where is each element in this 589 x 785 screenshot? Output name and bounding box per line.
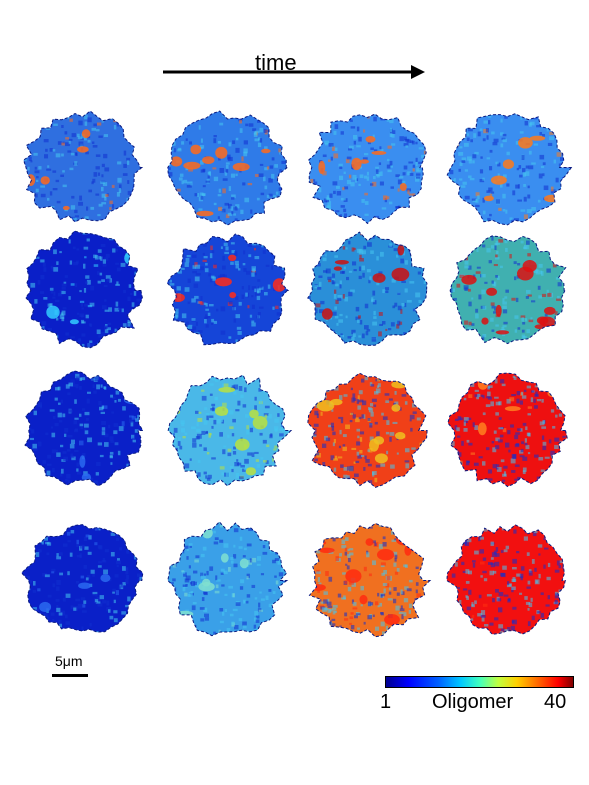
cell-panel bbox=[449, 235, 567, 345]
cell-panel bbox=[446, 113, 573, 226]
cell-panel bbox=[307, 113, 427, 225]
cell-panel bbox=[307, 372, 428, 488]
cell-panel bbox=[167, 110, 289, 226]
cell-panel bbox=[446, 524, 566, 635]
cell-panel bbox=[25, 230, 143, 349]
scale-bar bbox=[52, 674, 88, 677]
cell-panel bbox=[166, 233, 290, 346]
colorbar-min-label: 1 bbox=[380, 691, 392, 713]
colorbar-max-label: 40 bbox=[544, 691, 567, 713]
colorbar bbox=[385, 676, 574, 688]
cell-panel bbox=[167, 374, 293, 487]
cell-panel bbox=[23, 110, 144, 223]
cell-panel bbox=[447, 372, 568, 488]
scale-bar-label: 5μm bbox=[55, 653, 83, 669]
cell-panel bbox=[308, 522, 432, 638]
time-arrow bbox=[163, 65, 425, 79]
cell-panel bbox=[167, 521, 289, 637]
cell-panel bbox=[24, 370, 144, 487]
cell-panel bbox=[307, 231, 428, 346]
cell-panel bbox=[20, 524, 144, 633]
colorbar-title: Oligomer bbox=[432, 691, 514, 713]
